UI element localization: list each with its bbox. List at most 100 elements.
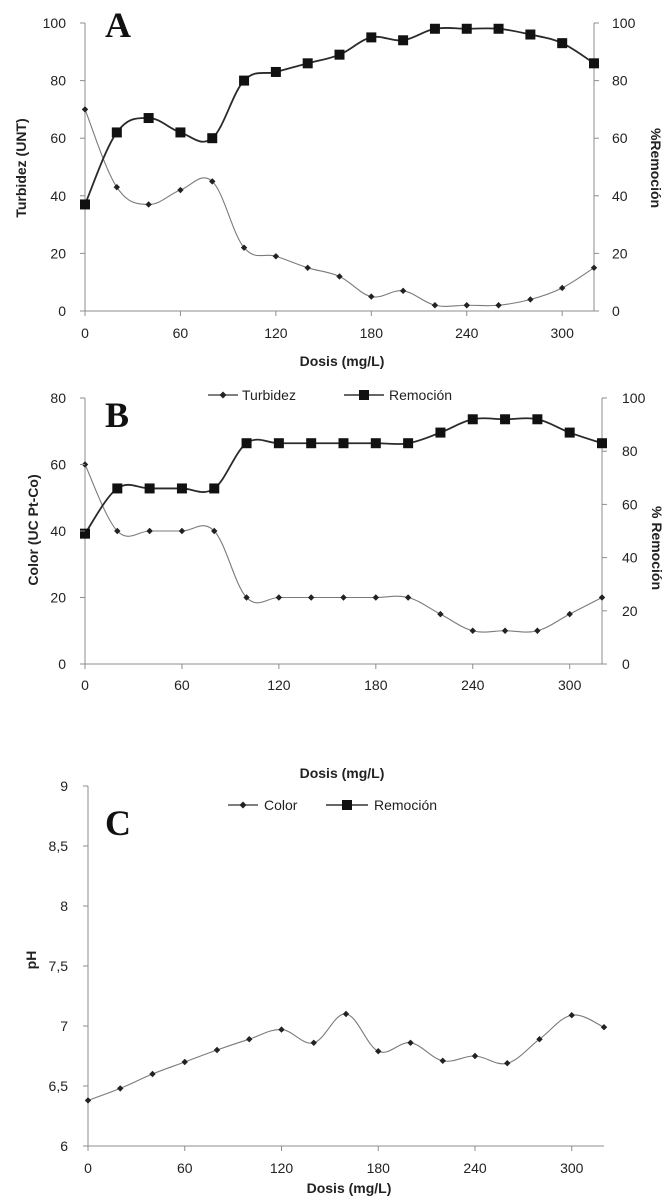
y2-tick-label: 100 [612, 15, 636, 31]
x-tick-label: 60 [173, 325, 189, 341]
data-point [143, 113, 154, 124]
series-ph [84, 1010, 608, 1104]
data-point [81, 106, 89, 113]
y2-tick-label: 40 [622, 550, 638, 566]
y-tick-label: 60 [50, 457, 66, 473]
legend-entry-turbidez: Turbidez [208, 387, 296, 403]
data-point [177, 186, 184, 194]
x-tick-label: 60 [174, 677, 190, 693]
legend-label-remocion: Remoción [389, 387, 452, 403]
data-point [209, 178, 216, 185]
chart-panel-c: 0 60 120 180 240 300 6 6,5 7 7,5 8 8,5 9 C Dosis (mg… [23, 778, 608, 1196]
x-tick-label: 0 [81, 677, 89, 693]
chart-c-series [84, 1010, 608, 1104]
chart-a-y-axis-title: Turbidez (UNT) [13, 118, 29, 217]
y2-tick-label: 40 [612, 188, 628, 204]
y-tick-label: 7,5 [49, 958, 69, 974]
data-point [340, 594, 347, 601]
data-point [534, 627, 541, 634]
series-turbidez [81, 106, 598, 309]
series-remoci-n [80, 23, 599, 210]
data-point [493, 23, 504, 34]
data-point [399, 287, 407, 295]
data-point [589, 58, 599, 69]
data-point [336, 273, 343, 280]
data-point [532, 414, 543, 425]
data-point [278, 1026, 285, 1033]
data-point [600, 1024, 608, 1031]
data-point [111, 127, 122, 138]
chart-b-ticks: 0 60 120 180 240 300 0 20 40 60 80 0 20 40 60 80 100 [50, 390, 645, 693]
data-point [275, 594, 283, 601]
y-tick-label: 20 [50, 590, 66, 606]
y2-tick-label: 20 [612, 245, 628, 261]
x-tick-label: 0 [84, 1160, 92, 1176]
data-point [431, 302, 439, 309]
data-point [495, 302, 502, 309]
data-point [566, 610, 573, 618]
y2-tick-label: 0 [622, 656, 630, 672]
data-point [241, 438, 252, 449]
y-tick-label: 0 [58, 303, 66, 319]
data-point [368, 293, 375, 300]
series-color [81, 461, 606, 634]
chart-c-ticks: 0 60 120 180 240 300 6 6,5 7 7,5 8 8,5 9 [49, 778, 584, 1176]
data-point [557, 38, 568, 49]
data-point [407, 1039, 414, 1046]
y-tick-label: 0 [58, 656, 66, 672]
data-point [568, 1012, 575, 1019]
chart-panel-a: 0 60 120 180 240 300020406080100020406080100 … [13, 5, 662, 403]
chart-b-x-axis-title: Dosis (mg/L) [300, 765, 385, 781]
data-point [306, 438, 317, 449]
data-point [597, 438, 607, 449]
data-point [564, 427, 575, 438]
y2-tick-label: 20 [622, 603, 638, 619]
data-point [439, 1057, 446, 1064]
y-tick-label: 80 [50, 73, 66, 89]
legend-label-remocion-b: Remoción [374, 797, 437, 813]
data-point [471, 1052, 479, 1060]
x-tick-label: 300 [551, 325, 575, 341]
data-point [598, 594, 606, 601]
y2-tick-label: 100 [622, 390, 646, 406]
data-point [273, 438, 284, 449]
data-point [113, 183, 121, 191]
y-tick-label: 40 [50, 523, 66, 539]
y-tick-label: 8 [60, 898, 68, 914]
data-point [239, 75, 250, 86]
chart-a-x-axis-title: Dosis (mg/L) [300, 353, 385, 369]
data-point [504, 1060, 511, 1067]
data-point [149, 1070, 156, 1078]
x-tick-label: 240 [463, 1160, 487, 1176]
data-point [372, 594, 380, 601]
data-point [429, 23, 440, 34]
data-point [209, 483, 220, 494]
data-point [80, 199, 90, 210]
data-point [246, 1036, 253, 1043]
chart-a-panel-label: A [105, 5, 131, 45]
y-tick-label: 9 [60, 778, 68, 794]
data-point [181, 1058, 188, 1066]
chart-a-y2-axis-title: %Remoción [648, 128, 662, 208]
x-tick-label: 180 [367, 1160, 391, 1176]
x-tick-label: 240 [455, 325, 479, 341]
x-tick-label: 120 [270, 1160, 294, 1176]
data-point [590, 264, 598, 271]
chart-b-series [80, 414, 607, 634]
data-point [243, 594, 250, 601]
chart-a-series [80, 23, 599, 309]
legend-label-color: Color [264, 797, 298, 813]
y-tick-label: 20 [50, 245, 66, 261]
data-point [370, 438, 381, 449]
data-point [178, 527, 186, 535]
chart-a-legend: Turbidez Remoción [208, 387, 452, 403]
chart-b-legend: Color Remoción [228, 797, 437, 813]
y-tick-label: 80 [50, 390, 66, 406]
data-point [304, 264, 311, 271]
y-tick-label: 6 [60, 1138, 68, 1154]
data-point [435, 427, 446, 438]
y2-tick-label: 80 [612, 73, 628, 89]
data-point [175, 127, 186, 138]
x-tick-label: 0 [81, 325, 89, 341]
chart-b-y-axis-title: Color (UC Pt-Co) [25, 474, 41, 585]
